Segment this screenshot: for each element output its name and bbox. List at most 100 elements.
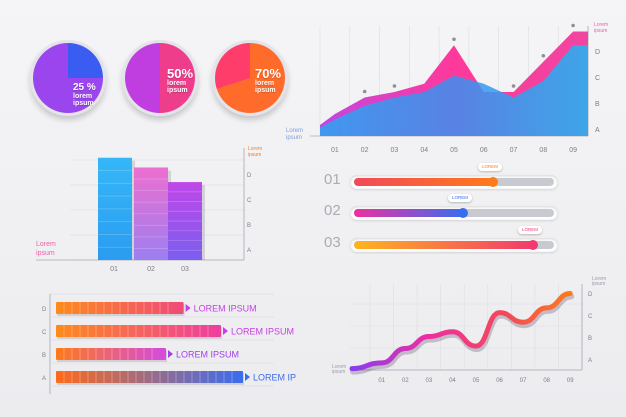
pie-percent-label: 25 % [73, 82, 96, 93]
progress-row-01: 01 LOREM [324, 163, 558, 191]
bar-chart-legend: Lorem ipsum [248, 146, 262, 158]
hbar-label: LOREM IPSUM [176, 350, 239, 360]
progress-knob[interactable] [488, 177, 498, 187]
area-x-tick-label: 07 [510, 147, 518, 154]
pie-slice-1 [125, 43, 195, 113]
bar-chart: 01 02 03 A B C D Lorem ipsum Lorem ipsum [36, 146, 262, 273]
line-x-tick-label: 03 [426, 378, 433, 384]
area-point [392, 84, 397, 88]
area-point [571, 23, 575, 28]
area-point [541, 53, 546, 58]
line-x-tick-label: 08 [543, 378, 550, 384]
hbar-A [56, 371, 243, 383]
hbar-y-tick-label: C [42, 330, 47, 336]
bar-y-tick-label: C [247, 198, 252, 204]
hbar-y-tick-label: B [42, 353, 46, 359]
area-x-tick-label: 02 [361, 147, 369, 154]
area-point [511, 84, 516, 88]
progress-tooltip: LOREM [518, 226, 543, 234]
line-x-tick-label: 04 [449, 378, 456, 384]
pie-slice-2 [215, 43, 285, 113]
bar-x-tick-label: 02 [147, 266, 155, 273]
area-x-tick-label: 06 [480, 147, 488, 154]
area-x-tick-label: 08 [539, 147, 547, 154]
line-chart: 01 02 03 04 05 06 07 08 09 A B C D Lorem ipsum Lorem… [332, 276, 606, 384]
progress-row-03: 03 LOREM [324, 226, 558, 254]
bar-y-tick-label: D [247, 173, 252, 179]
area-point [452, 37, 456, 42]
area-x-tick-label: 04 [420, 147, 428, 154]
line-y-tick-label: D [588, 292, 593, 298]
hbar-arrow-icon [245, 373, 250, 381]
progress-number: 01 [324, 171, 341, 188]
progress-tooltip: LOREM [478, 163, 503, 171]
progress-track: LOREM [350, 226, 558, 252]
hbar-C [56, 325, 221, 337]
line-x-tick-label: 02 [402, 378, 409, 384]
area-x-tick-label: 01 [331, 147, 339, 154]
progress-row-02: 02 LOREM [324, 194, 558, 222]
pie-chart-70: 70% lorem ipsum [212, 40, 288, 116]
line-chart-label: Lorem ipsum [332, 364, 346, 375]
bar-03 [168, 182, 202, 260]
area-x-tick-label: 05 [450, 147, 458, 154]
area-chart-legend: Lorem ipsum [594, 22, 608, 34]
bar-02 [134, 167, 168, 260]
area-y-tick-label: C [595, 75, 600, 82]
hbar-label: LOREM IPSUM [194, 304, 257, 314]
hbar-B [56, 348, 166, 360]
hbar-arrow-icon [223, 327, 228, 335]
hbar-y-tick-label: A [42, 376, 46, 382]
progress-knob[interactable] [528, 240, 538, 250]
bar-chart-label: Lorem ipsum [36, 241, 56, 257]
pie-sub-label: lorem ipsum [73, 93, 94, 107]
progress-tooltip: LOREM [448, 194, 473, 202]
area-y-tick-label: B [595, 101, 600, 108]
line-y-tick-label: B [588, 336, 592, 342]
hbar-label: LOREM IPSUM [253, 373, 296, 383]
pie-sub-label: lorem ipsum [167, 80, 188, 94]
line-y-tick-label: C [588, 314, 593, 320]
pie-chart-25: 25 % lorem ipsum [30, 40, 106, 116]
progress-fill [354, 209, 464, 217]
progress-track: LOREM [350, 163, 558, 189]
progress-number: 02 [324, 202, 341, 219]
pie-chart-50: 50% lorem ipsum [122, 40, 198, 116]
pie-sub-label: lorem ipsum [255, 80, 276, 94]
area-chart-label: Lorem ipsum [286, 128, 303, 141]
hbar-D [56, 302, 184, 314]
bar-01 [98, 157, 132, 260]
line-x-tick-label: 01 [378, 378, 385, 384]
line-chart-legend: Lorem ipsum [592, 276, 606, 287]
hbar-arrow-icon [185, 304, 191, 312]
area-x-tick-label: 03 [391, 147, 399, 154]
bar-y-tick-label: B [247, 223, 251, 229]
progress-number: 03 [324, 234, 341, 251]
line-x-tick-label: 09 [567, 378, 574, 384]
progress-fill [354, 241, 534, 249]
area-y-tick-label: D [595, 49, 600, 56]
area-x-tick-label: 09 [569, 147, 577, 154]
horizontal-bar-chart: LOREM IPSUM LOREM IPSUM LOREM IPSUM LOREM I… [42, 293, 296, 394]
area-series-blue [320, 45, 588, 136]
line-x-tick-label: 05 [473, 378, 480, 384]
pie-percent-label: 50% [167, 66, 194, 81]
bar-x-tick-label: 01 [110, 266, 118, 273]
line-series [349, 291, 573, 372]
bar-x-tick-label: 03 [181, 266, 189, 273]
hbar-y-tick-label: D [42, 307, 47, 313]
hbar-arrow-icon [168, 350, 173, 358]
area-y-tick-label: A [595, 127, 600, 134]
progress-fill [354, 178, 494, 186]
progress-knob[interactable] [458, 208, 468, 218]
area-point [362, 89, 367, 94]
pie-percent-label: 70% [255, 66, 282, 81]
line-y-tick-label: A [588, 358, 592, 364]
hbar-label: LOREM IPSUM [231, 327, 294, 337]
progress-track: LOREM [350, 194, 558, 220]
line-x-tick-label: 07 [520, 378, 527, 384]
line-x-tick-label: 06 [496, 378, 503, 384]
bar-y-tick-label: A [247, 248, 251, 254]
pie-slice-0 [33, 43, 103, 113]
area-chart: 01 02 03 04 05 06 07 08 09 A B C D Lorem ipsum Lorem… [286, 22, 608, 154]
